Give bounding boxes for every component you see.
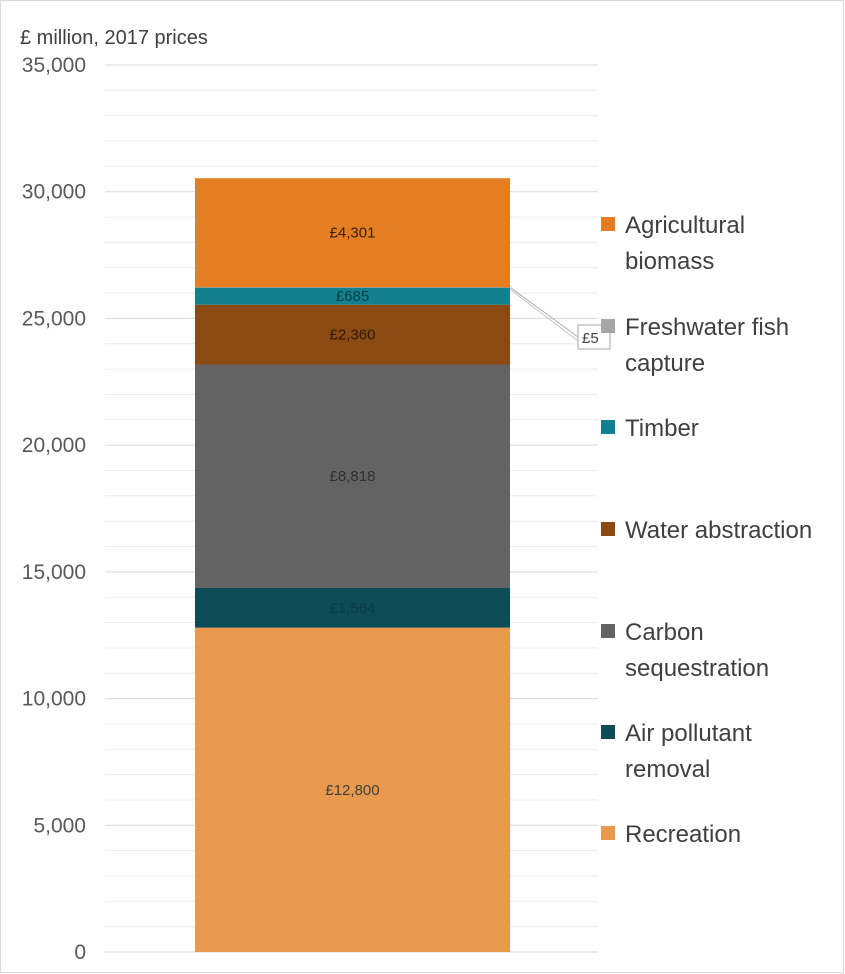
bar-segment bbox=[195, 304, 510, 365]
bar-segment bbox=[195, 178, 510, 288]
data-labels: £12,800 £1,564 £8,818 £2,360 £685 £5 £4,301 bbox=[325, 225, 611, 799]
bar-segments bbox=[195, 178, 510, 952]
y-tick-label: 5,000 bbox=[33, 814, 86, 837]
y-axis-unit-label: £ million, 2017 prices bbox=[20, 27, 208, 49]
legend-label: Agricultural bbox=[625, 212, 745, 239]
legend-label: removal bbox=[625, 756, 710, 783]
y-tick-label: 30,000 bbox=[22, 181, 86, 204]
legend-item: Water abstraction bbox=[601, 517, 812, 544]
bar-segment bbox=[195, 627, 510, 952]
legend-swatch bbox=[601, 522, 615, 536]
legend-item: Timber bbox=[601, 415, 699, 442]
bar-segment bbox=[195, 287, 510, 288]
data-label: £685 bbox=[336, 288, 369, 305]
bar-segment bbox=[195, 364, 510, 588]
legend-swatch bbox=[601, 217, 615, 231]
legend-item: Freshwater fish capture bbox=[601, 314, 789, 377]
legend-label: Recreation bbox=[625, 821, 741, 848]
y-tick-label: 15,000 bbox=[22, 561, 86, 584]
callout-leader-line bbox=[509, 286, 579, 338]
legend-swatch bbox=[601, 624, 615, 638]
legend-swatch bbox=[601, 826, 615, 840]
data-label: £1,564 bbox=[330, 600, 376, 617]
legend-item: Recreation bbox=[601, 821, 741, 848]
legend-label: biomass bbox=[625, 248, 714, 275]
legend-label: Air pollutant bbox=[625, 720, 752, 747]
legend-label: Water abstraction bbox=[625, 517, 812, 544]
bar-segment bbox=[195, 587, 510, 628]
y-tick-label: 35,000 bbox=[22, 54, 86, 77]
data-label: £4,301 bbox=[330, 225, 376, 242]
legend-item: Air pollutant removal bbox=[601, 720, 752, 783]
data-label: £8,818 bbox=[330, 468, 376, 485]
legend-swatch bbox=[601, 420, 615, 434]
legend-label: Freshwater fish bbox=[625, 314, 789, 341]
legend-label: sequestration bbox=[625, 655, 769, 682]
y-tick-label: 20,000 bbox=[22, 434, 86, 457]
legend-item: Agricultural biomass bbox=[601, 212, 745, 275]
y-tick-label: 0 bbox=[74, 941, 86, 964]
legend-swatch bbox=[601, 319, 615, 333]
legend-label: capture bbox=[625, 350, 705, 377]
legend-label: Timber bbox=[625, 415, 699, 442]
legend-item: Carbon sequestration bbox=[601, 619, 769, 682]
y-axis: 0 5,000 10,000 15,000 20,000 25,000 30,000 35,0… bbox=[22, 54, 86, 964]
callout-leader-line bbox=[509, 288, 579, 342]
data-label: £5 bbox=[582, 330, 599, 347]
y-tick-label: 10,000 bbox=[22, 688, 86, 711]
bar-segment bbox=[195, 287, 510, 305]
legend: Agricultural biomass Freshwater fish captur… bbox=[601, 212, 812, 848]
legend-swatch bbox=[601, 725, 615, 739]
y-tick-label: 25,000 bbox=[22, 307, 86, 330]
data-label: £12,800 bbox=[325, 782, 379, 799]
data-label: £2,360 bbox=[330, 327, 376, 344]
legend-label: Carbon bbox=[625, 619, 704, 646]
